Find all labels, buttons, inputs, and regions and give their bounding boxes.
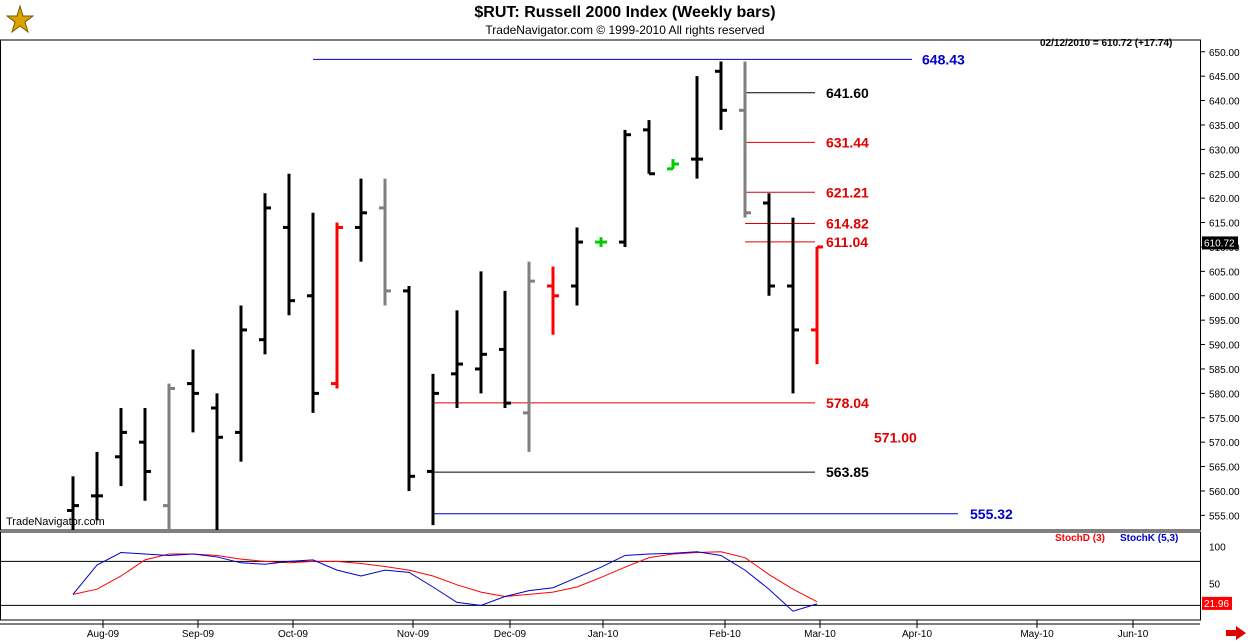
level-label: 555.32: [970, 506, 1013, 522]
price-tick-label: 580.00: [1209, 389, 1240, 400]
ohlc-bar: [115, 408, 127, 487]
ohlc-bar: [547, 266, 559, 335]
stoch-value-badge: [1202, 596, 1232, 610]
chart-subtitle: TradeNavigator.com © 1999-2010 All right…: [485, 23, 765, 37]
month-tick-label: Mar-10: [804, 629, 836, 640]
month-tick-label: Jan-10: [588, 629, 619, 640]
ohlc-bar: [379, 178, 391, 306]
ohlc-bar: [451, 310, 463, 408]
price-tick-label: 590.00: [1209, 341, 1240, 352]
ohlc-bar: [355, 178, 367, 262]
stoch-legend-entry: StochK (5,3): [1120, 533, 1178, 544]
price-panel-frame: [0, 39, 1201, 531]
stoch-panel-frame: [0, 531, 1201, 621]
price-tick-label: 605.00: [1209, 267, 1240, 278]
ohlc-bar: [403, 286, 415, 491]
ohlc-bar: [187, 349, 199, 433]
price-tick-label: 595.00: [1209, 316, 1240, 327]
month-tick-label: Dec-09: [494, 629, 527, 640]
ohlc-bar: [427, 373, 439, 526]
ohlc-bar: [739, 61, 751, 218]
month-tick-label: Nov-09: [397, 629, 430, 640]
level-label: 641.60: [826, 85, 869, 101]
price-tick-label: 570.00: [1209, 438, 1240, 449]
price-tick-label: 630.00: [1209, 145, 1240, 156]
ohlc-bar: [643, 120, 655, 176]
price-tick-label: 625.00: [1209, 170, 1240, 181]
price-tick-label: 645.00: [1209, 72, 1240, 83]
level-label: 648.43: [922, 51, 965, 67]
ohlc-bar: [811, 245, 823, 365]
ohlc-bar: [475, 271, 487, 394]
price-tick-label: 585.00: [1209, 365, 1240, 376]
ohlc-bar: [139, 408, 151, 501]
month-tick-label: Oct-09: [278, 629, 308, 640]
chart-title: $RUT: Russell 2000 Index (Weekly bars): [474, 4, 776, 21]
ohlc-bar: [283, 173, 295, 316]
last-price-badge: [1202, 236, 1238, 250]
price-tick-label: 635.00: [1209, 121, 1240, 132]
ohlc-bar: [691, 76, 703, 179]
scroll-right-arrow-icon[interactable]: [1226, 626, 1246, 640]
ohlc-bar: [91, 451, 103, 521]
ohlc-bar: [163, 383, 175, 530]
level-label: 611.04: [826, 234, 868, 250]
stoch-tick-label: 50: [1209, 579, 1221, 590]
ohlc-bar: [211, 393, 223, 530]
price-tick-label: 600.00: [1209, 292, 1240, 303]
month-tick-label: May-10: [1020, 629, 1054, 640]
ohlc-bar: [787, 217, 799, 394]
stoch-tick-label: 100: [1209, 543, 1226, 554]
ohlc-bar: [499, 290, 511, 408]
stoch-series-line: [72, 551, 818, 612]
level-label: 563.85: [826, 464, 869, 480]
month-tick-label: Feb-10: [709, 629, 741, 640]
ohlc-bar: [595, 237, 607, 247]
price-tick-label: 620.00: [1209, 194, 1240, 205]
trade-navigator-logo-icon: [6, 4, 34, 34]
last-price-readout: 02/12/2010 = 610.72 (+17.74): [1040, 38, 1173, 49]
month-tick-label: Aug-09: [87, 629, 120, 640]
ohlc-bar: [307, 212, 319, 413]
level-label: 631.44: [826, 134, 869, 150]
floating-level-label: 571.00: [874, 429, 917, 445]
level-label: 621.21: [826, 184, 869, 200]
ohlc-bar: [667, 159, 679, 171]
ohlc-bar: [571, 227, 583, 306]
price-tick-label: 575.00: [1209, 414, 1240, 425]
price-tick-label: 565.00: [1209, 463, 1240, 474]
price-tick-label: 615.00: [1209, 219, 1240, 230]
ohlc-bar: [619, 129, 631, 247]
watermark: TradeNavigator.com: [6, 516, 105, 528]
month-tick-label: Apr-10: [902, 629, 932, 640]
month-tick-label: Sep-09: [182, 629, 215, 640]
ohlc-bar: [763, 193, 775, 296]
price-tick-label: 560.00: [1209, 487, 1240, 498]
last-price-badge-text: 610.72: [1204, 238, 1235, 249]
month-tick-label: Jun-10: [1118, 629, 1149, 640]
price-tick-label: 640.00: [1209, 97, 1240, 108]
ohlc-bar: [67, 476, 79, 530]
ohlc-bar: [259, 193, 271, 355]
ohlc-bar: [331, 222, 343, 389]
ohlc-bar: [235, 305, 247, 462]
price-tick-label: 650.00: [1209, 48, 1240, 59]
price-tick-label: 555.00: [1209, 511, 1240, 522]
ohlc-bar: [523, 261, 535, 452]
ohlc-bar: [715, 61, 727, 130]
level-label: 578.04: [826, 395, 869, 411]
level-label: 614.82: [826, 215, 869, 231]
stoch-value-badge-text: 21.96: [1204, 599, 1229, 610]
stoch-legend-entry: StochD (3): [1055, 533, 1105, 544]
